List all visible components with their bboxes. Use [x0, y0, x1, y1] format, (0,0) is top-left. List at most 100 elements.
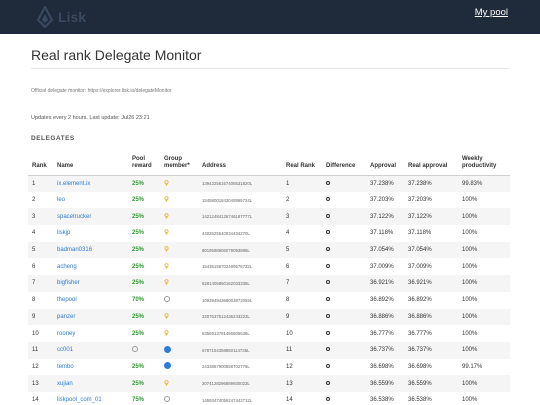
cell-real-rank: 5 [286, 247, 290, 254]
cell-real-approval: 36.737% [408, 347, 432, 354]
cell-approval: 36.777% [370, 330, 394, 337]
delegate-name-link[interactable]: tembo [57, 363, 74, 370]
cell-approval: 37.122% [370, 213, 394, 220]
table-row: 6 acheng 25% 15435156702499576722L 6 37.009% 3… [28, 258, 510, 275]
column-header-address[interactable]: Address [198, 148, 282, 176]
column-header-approval[interactable]: Approval [366, 148, 404, 176]
lightbulb-icon [164, 313, 169, 319]
difference-dot-icon [326, 263, 330, 268]
cell-rank: 2 [32, 197, 36, 204]
delegate-name-link[interactable]: panzer [57, 313, 76, 320]
table-row: 12 tembo 25% 2433857900558702776L 12 36.698% 3… [28, 359, 510, 376]
cell-real-approval: 36.777% [408, 330, 432, 337]
delegate-name-link[interactable]: badman0316 [57, 247, 93, 254]
delegate-name-link[interactable]: leo [57, 197, 66, 204]
cell-real-approval: 36.559% [408, 380, 432, 387]
cell-real-approval: 37.122% [408, 213, 432, 220]
cell-address: 2433857900558702776L [202, 364, 250, 370]
lightbulb-icon [164, 229, 169, 235]
delegate-name-link[interactable]: spacetrucker [57, 213, 92, 220]
cell-weekly-productivity: 100% [462, 213, 478, 220]
table-row: 4 liskjp 25% 4402625640034434270L 4 37.118% 37… [28, 225, 510, 242]
cell-group-member [160, 275, 198, 292]
column-header-real-approval[interactable]: Real approval [404, 148, 458, 176]
lightbulb-icon [164, 212, 169, 219]
section-heading-delegates: DELEGATES [31, 135, 75, 142]
table-row: 8 thepool 70% 10839494368003872059L 8 36.892%… [28, 292, 510, 309]
column-header-difference[interactable]: Difference [322, 148, 366, 176]
difference-dot-icon [326, 330, 330, 335]
delegate-name-link[interactable]: thepool [57, 297, 77, 304]
cell-weekly-productivity: 100% [462, 263, 478, 270]
cell-pool-reward: 75% [132, 397, 145, 404]
delegate-name-link[interactable]: cc001 [57, 347, 74, 354]
lisk-logo[interactable]: Lisk [36, 6, 96, 28]
update-info-text: Updates every 2 hours. Last update: Jul2… [31, 115, 150, 121]
delegate-name-link[interactable]: acheng [57, 263, 77, 270]
cell-pool-reward: 25% [132, 363, 145, 370]
column-header-group-member[interactable]: Group member* [160, 148, 198, 176]
delegate-name-link[interactable]: liskjp [57, 230, 71, 237]
cell-difference [322, 375, 366, 392]
cell-real-approval: 36.886% [408, 313, 432, 320]
cell-weekly-productivity: 100% [462, 197, 478, 204]
cell-real-approval: 37.009% [408, 263, 432, 270]
cell-real-approval: 36.538% [408, 397, 432, 404]
cell-approval: 36.886% [370, 313, 394, 320]
difference-dot-icon [326, 180, 330, 185]
page-title: Real rank Delegate Monitor [31, 47, 202, 63]
delegate-name-link[interactable]: rooney [57, 330, 76, 337]
cell-group-member [160, 242, 198, 259]
official-monitor-text: Official delegate monitor: https://explo… [31, 88, 172, 94]
cell-address: 6787154358850114736L [202, 347, 250, 353]
delegate-name-link[interactable]: xujian [57, 380, 73, 387]
cell-address: 15435156702499576722L [202, 264, 253, 270]
cell-weekly-productivity: 100% [462, 347, 478, 354]
cell-real-approval: 36.921% [408, 280, 432, 287]
table-row: 11 cc001 6787154358850114736L 11 36.737% 36.7… [28, 341, 510, 359]
difference-dot-icon [326, 380, 330, 385]
cell-address: 13943256167405531820L [202, 181, 253, 187]
delegate-name-link[interactable]: liskpool_com_01 [57, 397, 102, 404]
cell-pool-reward: 25% [132, 380, 145, 387]
cell-rank: 1 [32, 180, 36, 187]
column-header-name[interactable]: Name [53, 148, 128, 176]
cell-real-approval: 36.698% [408, 363, 432, 370]
table-row: 1 ix.element.ix 25% 13943256167405531820L 1 3… [28, 175, 510, 192]
cell-rank: 3 [32, 213, 36, 220]
cell-difference [322, 309, 366, 326]
cell-approval: 37.054% [370, 247, 394, 254]
cell-rank: 10 [32, 330, 39, 337]
cell-difference [322, 242, 366, 259]
column-header-weekly-productivity[interactable]: Weekly productivity [458, 148, 510, 176]
cell-difference [322, 392, 366, 405]
delegate-name-link[interactable]: bigfisher [57, 280, 80, 287]
cell-group-member [160, 359, 198, 376]
cell-rank: 7 [32, 280, 36, 287]
difference-dot-icon [326, 313, 330, 318]
cell-difference [322, 225, 366, 242]
table-row: 3 spacetrucker 25% 14212484126746187777L 3 37… [28, 208, 510, 226]
cell-difference [322, 208, 366, 225]
cell-address: 4402625640034434270L [202, 230, 250, 236]
cell-address: 6356913781456505636L [202, 331, 250, 337]
cell-weekly-productivity: 100% [462, 230, 478, 237]
cell-rank: 14 [32, 397, 39, 404]
difference-dot-icon [326, 297, 330, 302]
cell-approval: 36.538% [370, 397, 394, 404]
cell-real-rank: 11 [286, 347, 293, 354]
cell-real-rank: 1 [286, 180, 290, 187]
table-row: 5 badman0316 25% 8019598606079093886L 5 37.05… [28, 241, 510, 259]
column-header-pool-reward[interactable]: Pool reward [128, 148, 160, 176]
my-pool-link[interactable]: My pool [474, 7, 508, 18]
column-header-real-rank[interactable]: Real Rank [282, 148, 322, 176]
table-row: 13 xujian 25% 2074128296889930023L 13 36.559%… [28, 375, 510, 392]
cell-rank: 13 [32, 380, 39, 387]
cell-rank: 6 [32, 263, 36, 270]
table-header-row: Rank Name Pool reward Group member* Addr… [28, 148, 510, 176]
cell-real-rank: 13 [286, 380, 293, 387]
delegate-name-link[interactable]: ix.element.ix [57, 180, 91, 187]
column-header-rank[interactable]: Rank [28, 148, 53, 176]
cell-pool-reward: 25% [132, 180, 145, 187]
cell-rank: 8 [32, 297, 36, 304]
